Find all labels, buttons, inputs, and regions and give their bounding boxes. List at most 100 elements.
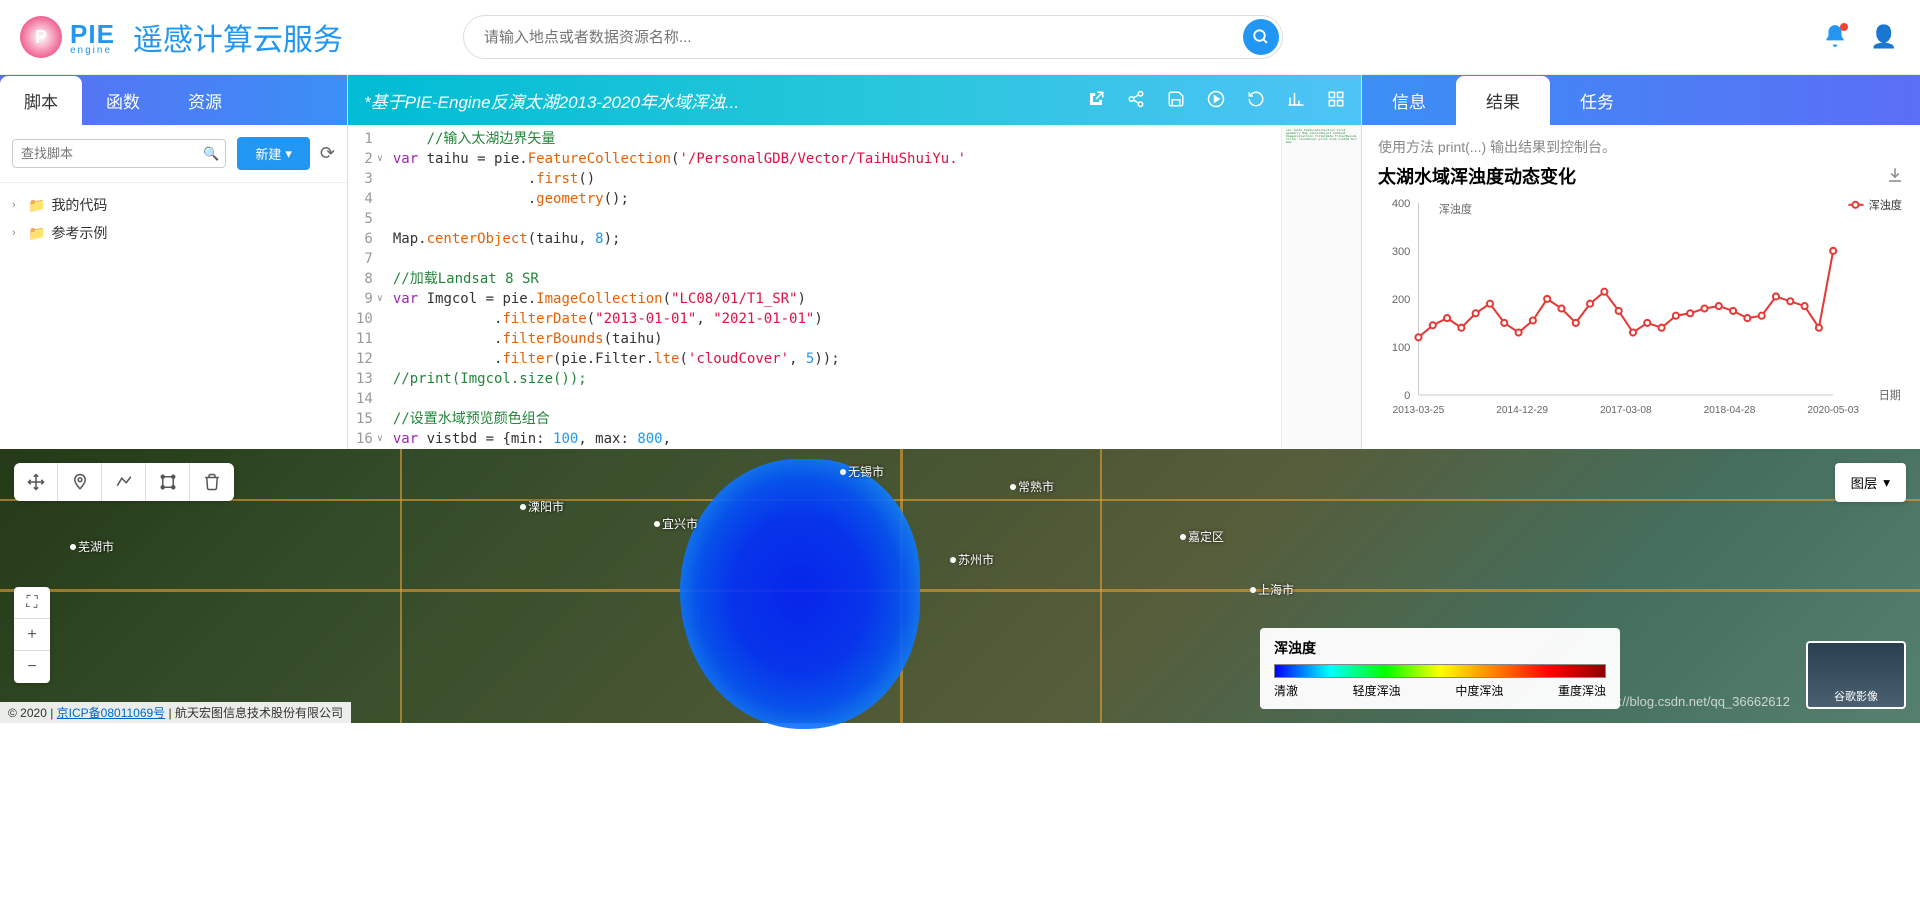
map-view[interactable]: 无锡市苏州市芜湖市常熟市嘉定区上海市宜兴市溧阳市 图层 ▾ ⛶ + − 浑浊度 …	[0, 449, 1920, 723]
turbidity-chart: 0 100 200 300 400 浑浊度日期 2013-03-25 2014-12-29 20…	[1378, 189, 1904, 429]
run-button[interactable]	[1207, 90, 1225, 111]
code-editor: *基于PIE-Engine反演太湖2013-2020年水域浑浊... 12∨34…	[348, 75, 1362, 449]
chart-icon	[1287, 90, 1305, 108]
logo[interactable]: P PIE engine 遥感计算云服务	[20, 15, 343, 59]
move-icon	[27, 473, 45, 491]
logo-engine-text: engine	[70, 45, 115, 56]
logo-icon: P	[20, 16, 62, 58]
delete-tool[interactable]	[190, 463, 234, 501]
svg-text:300: 300	[1392, 246, 1411, 258]
polyline-icon	[115, 473, 133, 491]
open-external-button[interactable]	[1087, 90, 1105, 111]
line-tool[interactable]	[102, 463, 146, 501]
tab-resources[interactable]: 资源	[164, 76, 246, 125]
legend-gradient	[1274, 664, 1606, 678]
svg-text:浑浊度: 浑浊度	[1869, 198, 1902, 212]
undo-icon	[1247, 90, 1265, 108]
legend-label: 轻度浑浊	[1353, 682, 1401, 699]
svg-text:2014-12-29: 2014-12-29	[1496, 405, 1548, 416]
tab-info[interactable]: 信息	[1362, 76, 1456, 125]
user-avatar[interactable]: 👤	[1868, 21, 1900, 53]
editor-title: *基于PIE-Engine反演太湖2013-2020年水域浑浊...	[364, 88, 739, 113]
play-icon	[1207, 90, 1225, 108]
scripts-panel: 脚本 函数 资源 🔍 新建 ▾ ⟳ ›📁我的代码 ›📁参考示例	[0, 75, 348, 449]
icp-link[interactable]: 京ICP备08011069号	[57, 706, 166, 720]
header: P PIE engine 遥感计算云服务 👤	[0, 0, 1920, 75]
pan-tool[interactable]	[14, 463, 58, 501]
notifications-button[interactable]	[1822, 23, 1848, 52]
code-area[interactable]: 12∨3456789∨10111213141516∨ //输入太湖边界矢量var…	[348, 125, 1361, 449]
notification-dot	[1840, 23, 1848, 31]
scripts-tree: ›📁我的代码 ›📁参考示例	[0, 183, 347, 255]
undo-button[interactable]	[1247, 90, 1265, 111]
app-title: 遥感计算云服务	[133, 15, 343, 59]
layers-button[interactable]: 图层 ▾	[1835, 463, 1906, 502]
search-input[interactable]	[463, 15, 1283, 59]
tab-functions[interactable]: 函数	[82, 76, 164, 125]
chevron-right-icon: ›	[12, 199, 22, 211]
search-icon: 🔍	[203, 146, 219, 162]
marker-tool[interactable]	[58, 463, 102, 501]
tree-item-mycode[interactable]: ›📁我的代码	[12, 191, 335, 219]
watermark: https://blog.csdn.net/qq_36662612	[1591, 694, 1791, 709]
fullscreen-button[interactable]: ⛶	[14, 587, 50, 619]
tab-tasks[interactable]: 任务	[1550, 76, 1644, 125]
refresh-icon: ⟳	[320, 143, 335, 163]
results-tabs: 信息 结果 任务	[1362, 75, 1920, 125]
folder-icon: 📁	[28, 197, 45, 214]
svg-text:2018-04-28: 2018-04-28	[1704, 405, 1756, 416]
zoom-in-button[interactable]: +	[14, 619, 50, 651]
global-search	[463, 15, 1283, 59]
polygon-tool[interactable]	[146, 463, 190, 501]
svg-text:0: 0	[1404, 390, 1410, 402]
svg-text:100: 100	[1392, 342, 1411, 354]
basemap-switcher[interactable]: 谷歌影像	[1806, 641, 1906, 709]
map-background	[0, 449, 1920, 723]
tab-results[interactable]: 结果	[1456, 76, 1550, 125]
external-icon	[1087, 90, 1105, 108]
taihu-lake-overlay	[680, 459, 920, 729]
folder-icon: 📁	[28, 225, 45, 242]
save-button[interactable]	[1167, 90, 1185, 111]
chart-button[interactable]	[1287, 90, 1305, 111]
map-zoom-controls: ⛶ + −	[14, 587, 50, 683]
scripts-tabs: 脚本 函数 资源	[0, 75, 347, 125]
svg-text:日期: 日期	[1879, 389, 1901, 402]
svg-text:2020-05-03: 2020-05-03	[1807, 405, 1859, 416]
share-icon	[1127, 90, 1145, 108]
legend-label: 清澈	[1274, 682, 1298, 699]
svg-text:浑浊度: 浑浊度	[1439, 202, 1472, 216]
results-hint: 使用方法 print(...) 输出结果到控制台。	[1378, 137, 1904, 157]
chart-title: 太湖水域浑浊度动态变化	[1378, 163, 1576, 189]
search-button[interactable]	[1243, 19, 1279, 55]
results-panel: 信息 结果 任务 使用方法 print(...) 输出结果到控制台。 太湖水域浑…	[1362, 75, 1920, 449]
chevron-down-icon: ▾	[1883, 475, 1890, 491]
refresh-button[interactable]: ⟳	[320, 143, 335, 164]
zoom-out-button[interactable]: −	[14, 651, 50, 683]
svg-text:2013-03-25: 2013-03-25	[1393, 405, 1445, 416]
trash-icon	[203, 473, 221, 491]
code-minimap[interactable]: var taihu FeatureCollection first geomet…	[1281, 125, 1361, 449]
new-script-button[interactable]: 新建 ▾	[237, 137, 310, 170]
grid-icon	[1327, 90, 1345, 108]
pin-icon	[71, 473, 89, 491]
svg-text:400: 400	[1392, 198, 1411, 210]
map-legend: 浑浊度 清澈 轻度浑浊 中度浑浊 重度浑浊	[1260, 628, 1620, 709]
chevron-right-icon: ›	[12, 227, 22, 239]
save-icon	[1167, 90, 1185, 108]
chevron-down-icon: ▾	[285, 146, 292, 162]
map-draw-tools	[14, 463, 234, 501]
download-icon	[1886, 166, 1904, 184]
download-chart-button[interactable]	[1886, 166, 1904, 187]
tree-item-examples[interactable]: ›📁参考示例	[12, 219, 335, 247]
tab-scripts[interactable]: 脚本	[0, 76, 82, 125]
polygon-icon	[159, 473, 177, 491]
legend-label: 中度浑浊	[1455, 682, 1503, 699]
svg-text:2017-03-08: 2017-03-08	[1600, 405, 1652, 416]
svg-text:200: 200	[1392, 294, 1411, 306]
scripts-search-input[interactable]	[12, 139, 226, 168]
apps-button[interactable]	[1327, 90, 1345, 111]
footer: © 2020 | 京ICP备08011069号 | 航天宏图信息技术股份有限公司	[0, 702, 351, 723]
search-icon	[1252, 28, 1270, 46]
share-button[interactable]	[1127, 90, 1145, 111]
